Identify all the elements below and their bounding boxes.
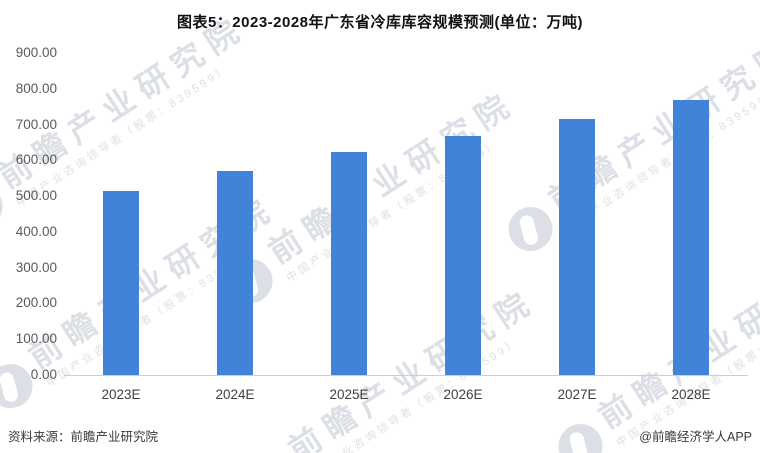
y-axis-tick-label: 700.00: [15, 116, 57, 132]
source-note: 资料来源：前瞻产业研究院: [8, 430, 159, 444]
bar-2026E: [445, 136, 481, 375]
bar-2024E: [217, 171, 253, 375]
y-axis-tick-label: 200.00: [15, 295, 57, 311]
y-axis-tick-label: 100.00: [15, 331, 57, 347]
bar-2028E: [673, 100, 709, 375]
x-axis-tick-label: 2025E: [329, 387, 369, 402]
y-axis-tick-label: 500.00: [15, 188, 57, 204]
chart-title: 图表5：2023-2028年广东省冷库库容规模预测(单位：万吨): [176, 14, 584, 31]
y-axis-tick-label: 800.00: [15, 80, 57, 96]
bar-2027E: [559, 119, 595, 375]
x-axis-tick-label: 2028E: [671, 387, 711, 402]
bar-2023E: [103, 191, 139, 375]
x-axis-tick-label: 2026E: [443, 387, 483, 402]
y-axis-tick-label: 0.00: [30, 367, 57, 382]
y-axis-tick-label: 400.00: [15, 223, 57, 239]
y-axis-tick-label: 900.00: [15, 45, 57, 60]
x-axis-tick-label: 2027E: [557, 387, 597, 402]
y-axis-tick-label: 300.00: [15, 259, 57, 275]
credit-note: @前瞻经济学人APP: [639, 430, 752, 444]
x-axis-line: [64, 375, 748, 376]
y-axis-tick-label: 600.00: [15, 152, 57, 168]
x-axis-tick-label: 2024E: [215, 387, 255, 402]
x-axis-tick-label: 2023E: [101, 387, 141, 402]
bar-2025E: [331, 152, 367, 375]
